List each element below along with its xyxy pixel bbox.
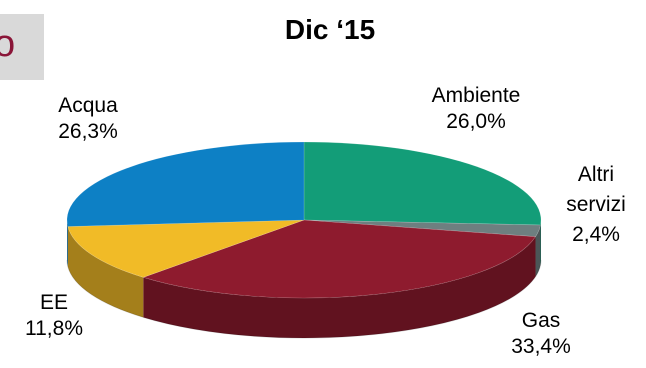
- pie-slice-gas: [142, 219, 537, 299]
- label-gas: Gas 33,4%: [506, 308, 576, 360]
- label-ee-value: 11,8%: [25, 317, 83, 340]
- label-gas-name: Gas: [521, 309, 561, 332]
- pie-slice-acqua: [66, 141, 305, 227]
- label-ambiente-value: 26,0%: [446, 110, 506, 133]
- section-tab: o: [0, 14, 44, 80]
- label-ambiente: Ambiente 26,0%: [412, 83, 540, 135]
- pie-side-walls: [67, 220, 541, 338]
- pie-slice-altri-servizi: [303, 219, 541, 237]
- pie-slice-ambiente: [303, 141, 542, 226]
- label-ambiente-name: Ambiente: [431, 84, 521, 107]
- label-ee-name: EE: [39, 291, 68, 314]
- pie-side-acqua: [67, 220, 68, 267]
- pie-side-ee: [67, 226, 144, 318]
- label-ee: EE 11,8%: [16, 290, 92, 342]
- label-altri-servizi-name-2: servizi: [566, 193, 626, 216]
- label-acqua-value: 26,3%: [58, 120, 118, 143]
- chart-title: Dic ‘15: [284, 14, 376, 45]
- pie-top-faces: [66, 141, 542, 299]
- pie-slice-ee: [67, 219, 305, 278]
- label-altri-servizi: Altri servizi 2,4%: [556, 160, 636, 250]
- label-acqua: Acqua 26,3%: [46, 93, 130, 145]
- pie-side-gas: [143, 236, 536, 338]
- label-acqua-name: Acqua: [58, 94, 118, 117]
- label-gas-value: 33,4%: [511, 335, 571, 358]
- pie-bottom-edge: [66, 259, 542, 339]
- section-tab-text: o: [0, 23, 16, 65]
- pie-side-altri-servizi: [535, 225, 541, 277]
- label-altri-servizi-name-1: Altri: [577, 163, 615, 186]
- label-altri-servizi-value: 2,4%: [572, 223, 620, 246]
